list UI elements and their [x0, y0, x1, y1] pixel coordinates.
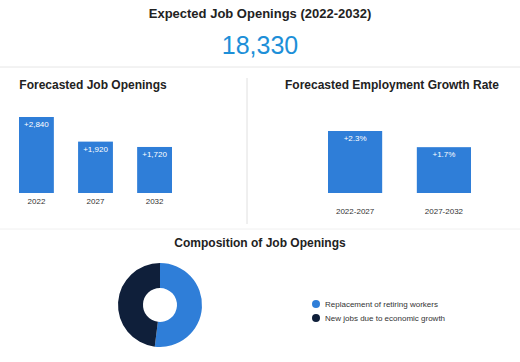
x-axis: 2022 2027 2032 — [20, 193, 173, 206]
tick: 2022 — [28, 193, 46, 206]
slice — [118, 263, 160, 347]
legend-label: New jobs due to economic growth — [325, 314, 445, 323]
tick: 2027 — [87, 193, 105, 206]
x-axis: 2022-2027 2027-2032 — [329, 193, 472, 216]
divider — [0, 67, 520, 68]
bars — [328, 131, 471, 193]
tick-label: 2022 — [28, 197, 46, 206]
slices — [118, 263, 202, 347]
kpi-value: 18,330 — [222, 31, 298, 59]
bar — [137, 147, 172, 193]
legend: Replacement of retiring workers New jobs … — [312, 300, 445, 323]
legend-marker — [312, 314, 320, 322]
tick: 2032 — [146, 193, 164, 206]
slice — [155, 263, 202, 347]
chart-title: Forecasted Employment Growth Rate — [285, 78, 499, 92]
bars — [19, 117, 172, 193]
data-label: +1,920 — [83, 145, 108, 154]
data-label: +1.7% — [432, 150, 455, 159]
bar-chart: Forecasted Job Openings +2,840 +1,920 +1,72… — [19, 78, 173, 206]
tick-label: 2027 — [87, 197, 105, 206]
legend-item: New jobs due to economic growth — [312, 314, 445, 323]
legend-label: Replacement of retiring workers — [325, 300, 438, 309]
data-label: +2.3% — [344, 134, 367, 143]
bar — [417, 147, 471, 193]
chart-title: Forecasted Job Openings — [19, 78, 167, 92]
bar — [328, 131, 382, 193]
legend-item: Replacement of retiring workers — [312, 300, 438, 309]
tick: 2022-2027 — [336, 193, 375, 216]
tick: 2027-2032 — [425, 193, 464, 216]
bar-chart: Forecasted Employment Growth Rate +2.3% +1… — [285, 78, 499, 216]
legend-marker — [312, 300, 320, 308]
donut-chart: Composition of Job Openings Replacement o… — [118, 236, 445, 347]
axis-line — [20, 193, 173, 194]
data-label: +2,840 — [24, 120, 49, 129]
data-label: +1,720 — [142, 150, 167, 159]
bar — [19, 117, 54, 193]
tick-label: 2027-2032 — [425, 207, 464, 216]
divider — [247, 78, 248, 224]
bar — [78, 142, 113, 193]
axis-line — [329, 193, 472, 194]
tick-label: 2022-2027 — [336, 207, 375, 216]
dashboard: Expected Job Openings (2022-2032) 18,330 F… — [0, 0, 520, 362]
chart-title: Composition of Job Openings — [174, 236, 346, 250]
divider — [0, 229, 520, 230]
page-title: Expected Job Openings (2022-2032) — [149, 6, 372, 21]
tick-label: 2032 — [146, 197, 164, 206]
